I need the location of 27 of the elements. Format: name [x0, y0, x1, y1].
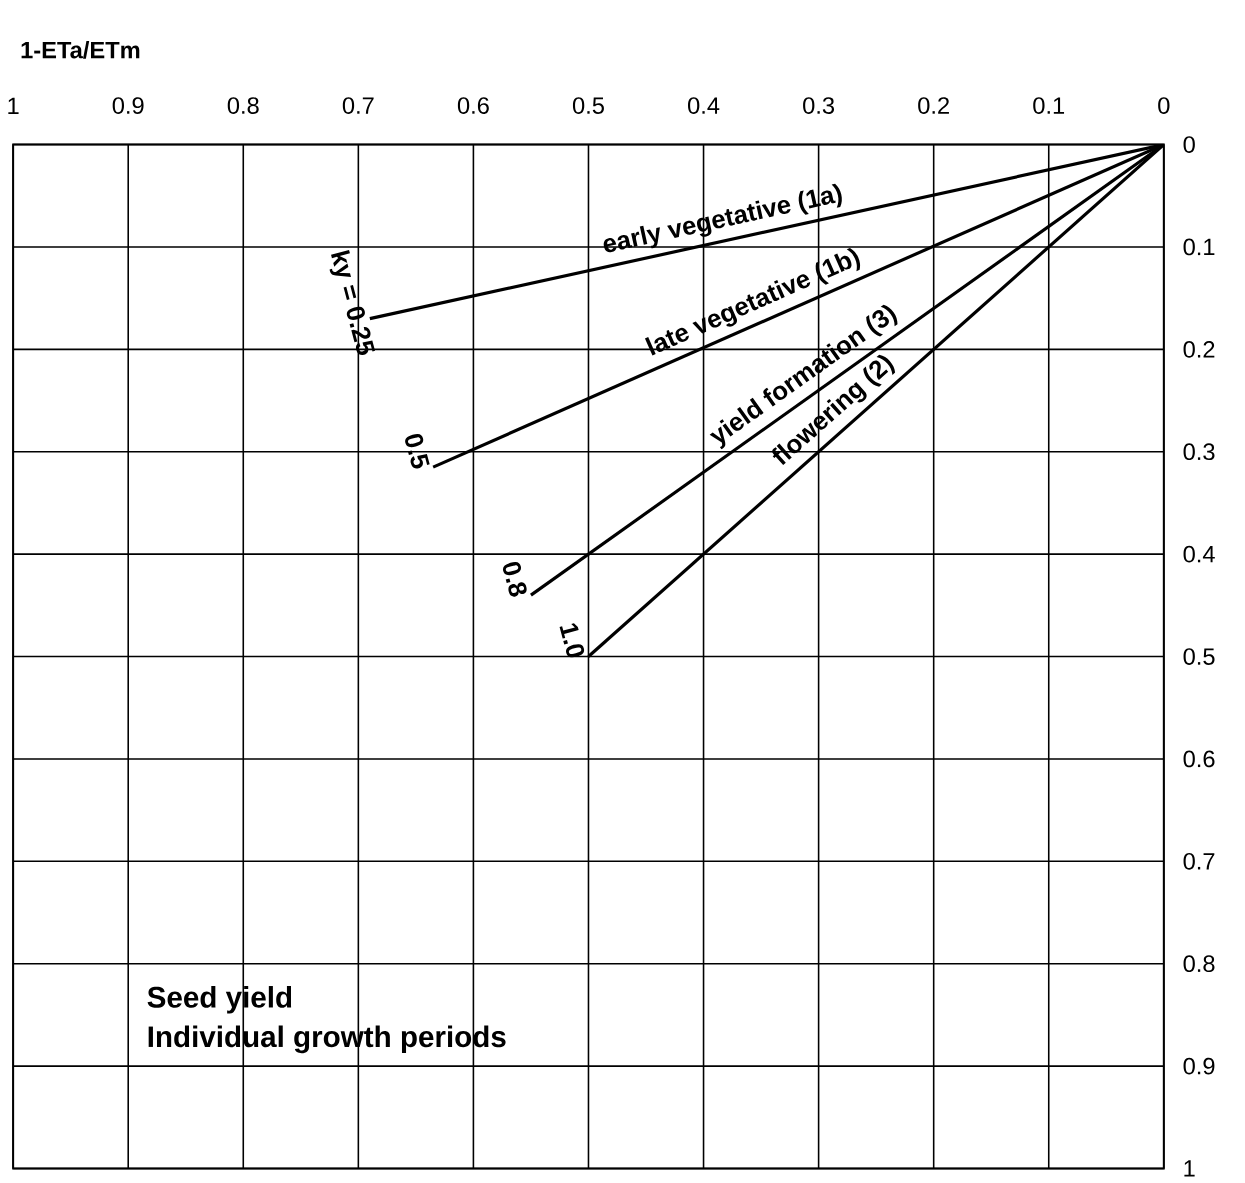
annotation: 0.8: [502, 561, 527, 597]
y-tick-label: 0.9: [1183, 1057, 1215, 1075]
y-tick-label: 0.1: [1183, 238, 1215, 256]
y-tick-label: 1: [1184, 1160, 1195, 1177]
x-tick-label: 0: [1158, 97, 1170, 114]
x-tick-label: 0.8: [227, 97, 259, 114]
y-tick-label: 0.2: [1183, 340, 1215, 358]
x-tick-label: 0.3: [803, 97, 835, 114]
y-tick-label: 0.8: [1183, 955, 1215, 972]
y-tick-label: 0.4: [1183, 545, 1215, 563]
x-axis-title: 1-ETa/ETm: [21, 40, 140, 59]
annotation: 0.5: [405, 433, 430, 469]
x-tick-label: 0.2: [918, 97, 949, 114]
annotation: 1.0: [559, 623, 585, 658]
x-tick-label: 0.4: [688, 97, 720, 114]
y-tick-label: 0.6: [1183, 750, 1215, 768]
x-tick-label: 0.5: [572, 97, 604, 114]
y-tick-label: 0.7: [1183, 852, 1215, 870]
y-tick-label: 0.3: [1183, 443, 1215, 461]
y-tick-label: 0: [1183, 136, 1195, 153]
x-tick-label: 1: [8, 97, 19, 114]
x-tick-label: 0.9: [112, 97, 144, 114]
text: early vegetative (1a): [603, 183, 842, 253]
y-tick-label: 0.5: [1183, 648, 1215, 665]
x-tick-label: 0.1: [1033, 97, 1065, 114]
x-tick-label: 0.6: [457, 97, 489, 114]
x-tick-label: 0.7: [342, 97, 374, 114]
